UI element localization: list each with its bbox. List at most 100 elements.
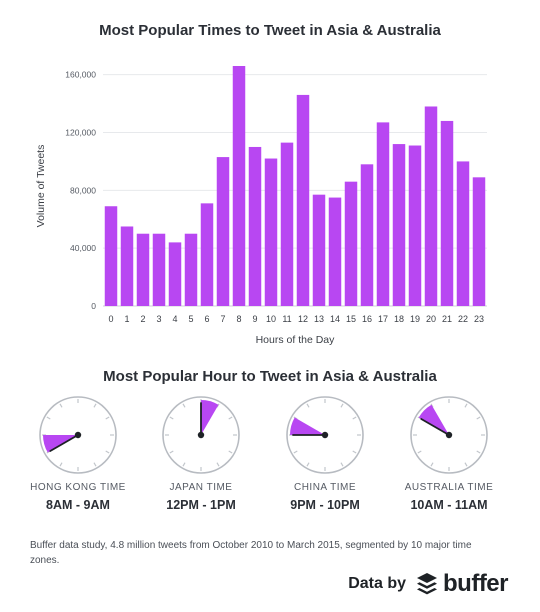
x-axis-label: Hours of the Day — [256, 334, 336, 346]
bar — [328, 197, 342, 306]
clock-tick — [476, 450, 481, 454]
clock-hour-label: 10AM - 11AM — [410, 498, 488, 512]
bar — [392, 144, 406, 306]
clock-face — [410, 396, 488, 474]
y-tick-label: 120,000 — [65, 128, 96, 138]
clock-tick — [340, 403, 344, 408]
bar — [248, 146, 262, 306]
x-tick-label: 11 — [282, 314, 291, 324]
clock-tick — [169, 416, 174, 420]
x-tick-label: 23 — [474, 314, 484, 324]
clock-hour-label: 9PM - 10PM — [290, 498, 360, 512]
bar — [200, 203, 214, 306]
y-tick-label: 160,000 — [65, 70, 96, 80]
bar — [344, 181, 358, 306]
clock-australia: AUSTRALIA TIME 10AM - 11AM — [389, 394, 509, 512]
x-tick-label: 16 — [362, 314, 372, 324]
clock-tick — [105, 416, 110, 420]
clock-tick — [476, 416, 481, 420]
clock-tick — [182, 403, 186, 408]
clock-tick — [293, 416, 298, 420]
bar — [424, 106, 438, 306]
y-tick-label: 40,000 — [70, 243, 96, 253]
clock-tick — [228, 450, 233, 454]
clock-hour-label: 12PM - 1PM — [166, 498, 236, 512]
x-tick-label: 0 — [108, 314, 113, 324]
clock-tick — [93, 403, 97, 408]
bar — [408, 145, 422, 306]
y-axis-label: Volume of Tweets — [35, 145, 47, 228]
clock-tick — [293, 450, 298, 454]
clock-tick — [306, 462, 310, 467]
x-tick-label: 15 — [346, 314, 356, 324]
x-tick-label: 18 — [394, 314, 404, 324]
clock-china: CHINA TIME 9PM - 10PM — [265, 394, 385, 512]
clock-center — [445, 431, 453, 439]
x-tick-label: 5 — [188, 314, 193, 324]
clock-tick — [430, 462, 434, 467]
clock-tick — [306, 403, 310, 408]
footnote: Buffer data study, 4.8 million tweets fr… — [30, 540, 472, 566]
clock-tick — [93, 462, 97, 467]
bar — [216, 157, 230, 306]
clock-zone-label: JAPAN TIME — [169, 482, 233, 493]
x-tick-label: 2 — [140, 314, 145, 324]
clock-chart-title: Most Popular Hour to Tweet in Asia & Aus… — [103, 368, 437, 385]
bar — [168, 242, 182, 306]
clock-hour-wedge — [290, 417, 325, 435]
clock-hand — [420, 418, 450, 436]
clock-hong-kong: HONG KONG TIME 8AM - 9AM — [18, 394, 138, 512]
clock-tick — [169, 450, 174, 454]
clock-hour-wedge — [201, 400, 219, 435]
clock-tick — [46, 416, 51, 420]
x-tick-label: 10 — [266, 314, 276, 324]
x-tick-label: 22 — [458, 314, 468, 324]
bar — [376, 122, 390, 306]
bar — [472, 177, 486, 306]
buffer-stack-icon — [417, 573, 437, 595]
x-tick-label: 7 — [220, 314, 225, 324]
x-tick-label: 9 — [252, 314, 257, 324]
x-tick-label: 13 — [314, 314, 324, 324]
clock-tick — [59, 462, 63, 467]
clock-tick — [105, 450, 110, 454]
clock-face — [39, 396, 117, 474]
x-tick-label: 1 — [124, 314, 129, 324]
clock-tick — [464, 403, 468, 408]
x-tick-label: 6 — [204, 314, 209, 324]
clock-japan: JAPAN TIME 12PM - 1PM — [141, 394, 261, 512]
x-tick-label: 12 — [298, 314, 308, 324]
clock-hand — [49, 434, 79, 452]
x-tick-label: 19 — [410, 314, 420, 324]
bar-chart-title: Most Popular Times to Tweet in Asia & Au… — [99, 22, 441, 39]
x-tick-label: 17 — [378, 314, 388, 324]
clock-tick — [352, 416, 357, 420]
clock-center — [197, 431, 205, 439]
clock-zone-label: HONG KONG TIME — [30, 482, 126, 493]
bar — [136, 233, 150, 306]
bar — [296, 94, 310, 306]
clock-tick — [228, 416, 233, 420]
bar — [456, 161, 470, 306]
bar — [232, 66, 246, 306]
bar — [152, 233, 166, 306]
clock-tick — [417, 450, 422, 454]
clock-zone-label: CHINA TIME — [293, 482, 357, 493]
clock-tick — [352, 450, 357, 454]
x-tick-label: 4 — [172, 314, 177, 324]
x-tick-label: 3 — [156, 314, 161, 324]
bar — [280, 142, 294, 306]
y-tick-label: 0 — [91, 301, 96, 311]
bar — [312, 194, 326, 306]
clock-zone-label: AUSTRALIA TIME — [404, 482, 494, 493]
clock-tick — [216, 462, 220, 467]
credit-prefix: Data by — [348, 575, 406, 592]
data-credit: Data by buffer — [348, 568, 508, 600]
bar — [120, 226, 134, 306]
clock-face — [162, 396, 240, 474]
clock-center — [321, 431, 329, 439]
x-tick-label: 14 — [330, 314, 340, 324]
bar — [104, 206, 118, 306]
bar — [184, 233, 198, 306]
